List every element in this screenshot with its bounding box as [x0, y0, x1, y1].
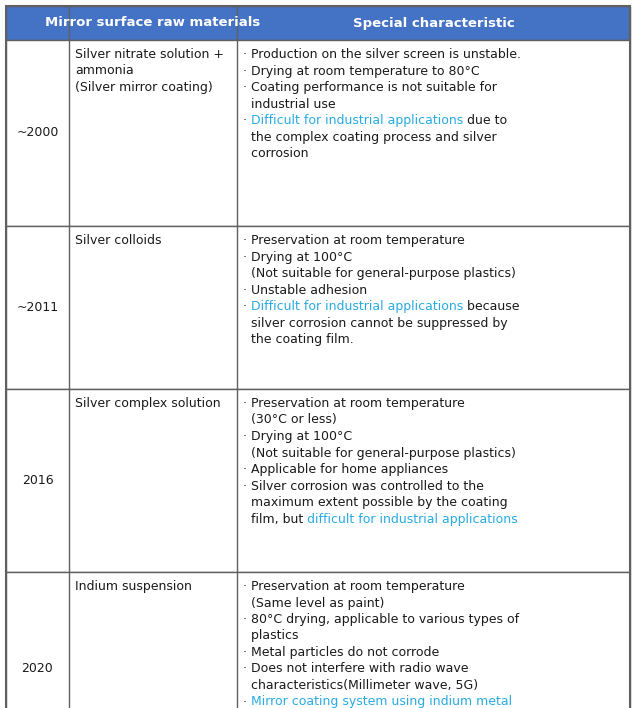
Bar [6, 40, 630, 226]
Text: (Not suitable for general-purpose plastics): (Not suitable for general-purpose plasti… [243, 267, 516, 280]
Bar [6, 226, 630, 389]
Text: · Coating performance is not suitable for: · Coating performance is not suitable fo… [243, 81, 497, 94]
Text: ammonia: ammonia [75, 64, 134, 77]
Text: ~2000: ~2000 [16, 127, 59, 139]
Text: ·: · [243, 300, 251, 313]
Text: maximum extent possible by the coating: maximum extent possible by the coating [243, 496, 508, 509]
Text: · Preservation at room temperature: · Preservation at room temperature [243, 234, 465, 247]
Text: Silver complex solution: Silver complex solution [75, 397, 221, 410]
Text: Special characteristic: Special characteristic [353, 16, 515, 30]
Bar [6, 6, 630, 40]
Text: · Preservation at room temperature: · Preservation at room temperature [243, 580, 465, 593]
Text: · Preservation at room temperature: · Preservation at room temperature [243, 397, 465, 410]
Text: Mirror coating system using indium metal: Mirror coating system using indium metal [251, 695, 512, 708]
Text: the coating film.: the coating film. [243, 333, 354, 346]
Text: corrosion: corrosion [243, 147, 308, 160]
Text: · 80°C drying, applicable to various types of: · 80°C drying, applicable to various typ… [243, 613, 519, 626]
Text: silver corrosion cannot be suppressed by: silver corrosion cannot be suppressed by [243, 316, 508, 329]
Text: · Drying at 100°C: · Drying at 100°C [243, 430, 352, 443]
Text: ·: · [243, 114, 251, 127]
Text: Difficult for industrial applications: Difficult for industrial applications [251, 300, 463, 313]
Text: 2016: 2016 [22, 474, 53, 487]
Text: (Silver mirror coating): (Silver mirror coating) [75, 81, 212, 94]
Text: Difficult for industrial applications: Difficult for industrial applications [251, 114, 463, 127]
Text: (30°C or less): (30°C or less) [243, 413, 337, 426]
Text: ~2011: ~2011 [17, 301, 59, 314]
Text: Indium suspension: Indium suspension [75, 580, 192, 593]
Bar [6, 389, 630, 572]
Text: industrial use: industrial use [243, 98, 335, 110]
Text: · Does not interfere with radio wave: · Does not interfere with radio wave [243, 663, 468, 675]
Text: · Production on the silver screen is unstable.: · Production on the silver screen is uns… [243, 48, 521, 61]
Text: · Drying at 100°C: · Drying at 100°C [243, 251, 352, 263]
Bar [6, 572, 630, 708]
Text: (Not suitable for general-purpose plastics): (Not suitable for general-purpose plasti… [243, 447, 516, 459]
Text: plastics: plastics [243, 629, 298, 642]
Text: because: because [463, 300, 520, 313]
Text: · Drying at room temperature to 80°C: · Drying at room temperature to 80°C [243, 64, 479, 77]
Text: · Silver corrosion was controlled to the: · Silver corrosion was controlled to the [243, 479, 484, 493]
Text: the complex coating process and silver: the complex coating process and silver [243, 130, 497, 144]
Text: film, but: film, but [243, 513, 307, 525]
Text: · Metal particles do not corrode: · Metal particles do not corrode [243, 646, 439, 659]
Text: · Unstable adhesion: · Unstable adhesion [243, 283, 367, 297]
Text: (Same level as paint): (Same level as paint) [243, 597, 385, 610]
Text: Mirror surface raw materials: Mirror surface raw materials [45, 16, 260, 30]
Text: due to: due to [463, 114, 508, 127]
Text: 2020: 2020 [22, 662, 53, 675]
Text: ·: · [243, 695, 251, 708]
Text: Silver colloids: Silver colloids [75, 234, 161, 247]
Text: difficult for industrial applications: difficult for industrial applications [307, 513, 518, 525]
Text: Silver nitrate solution +: Silver nitrate solution + [75, 48, 224, 61]
Text: characteristics(Millimeter wave, 5G): characteristics(Millimeter wave, 5G) [243, 679, 478, 692]
Text: · Applicable for home appliances: · Applicable for home appliances [243, 463, 448, 476]
